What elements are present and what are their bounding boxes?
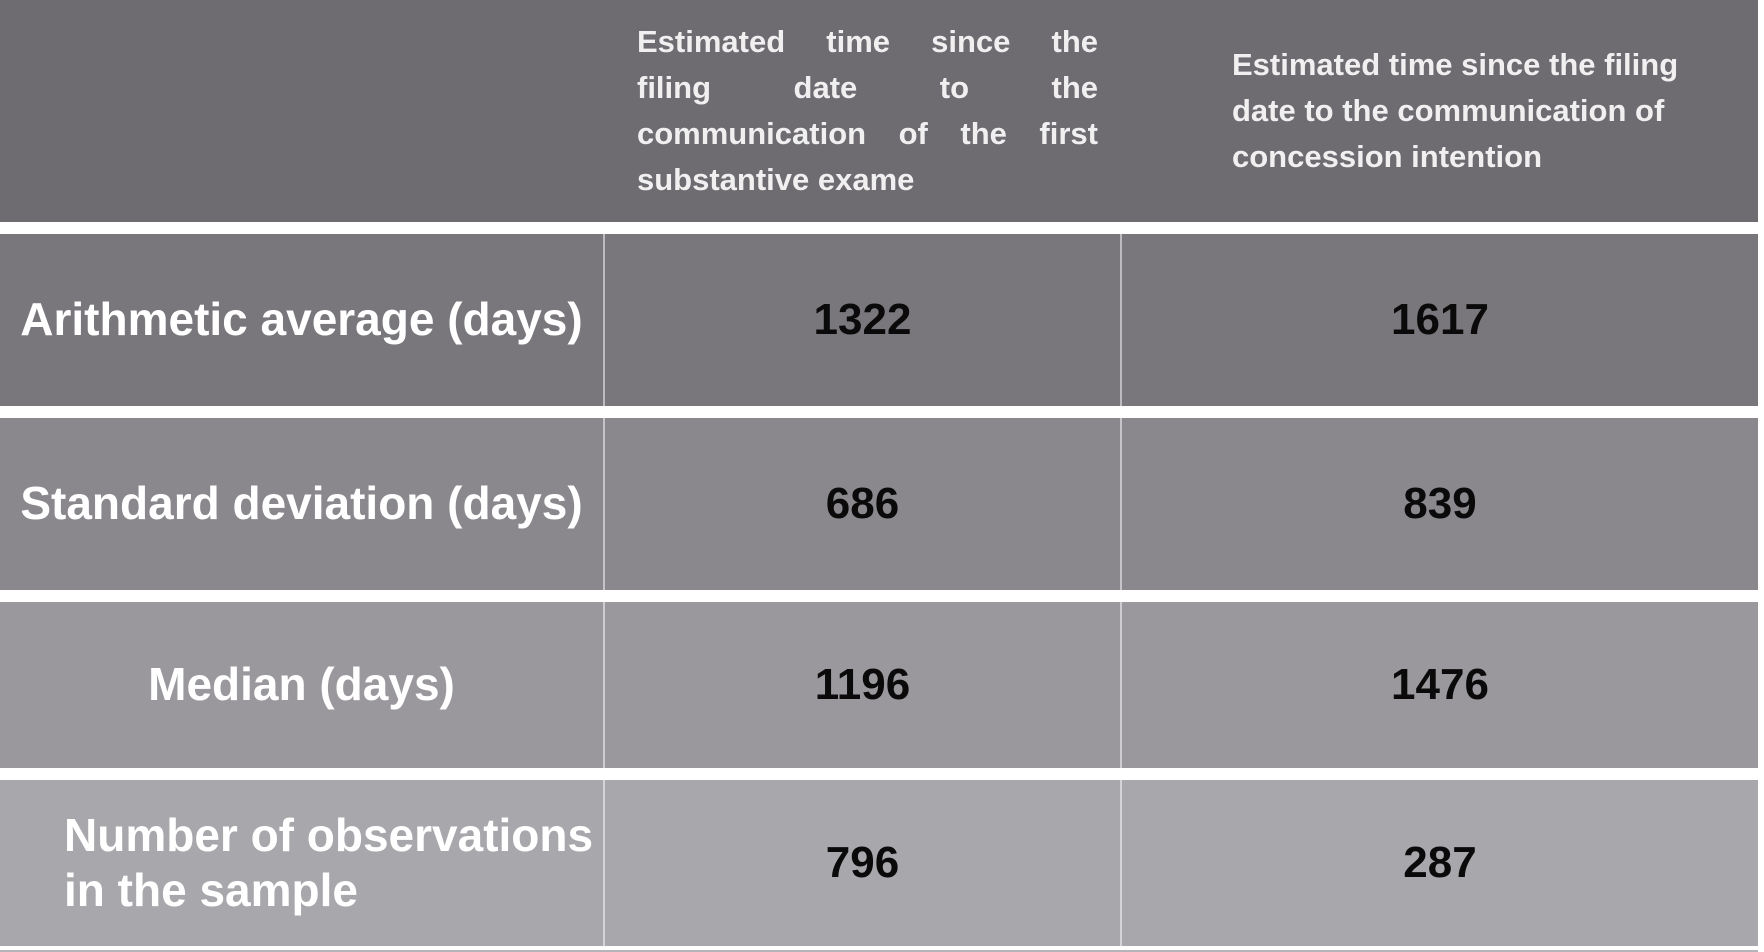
table-row-arithmetic-average: Arithmetic average (days) 1322 1617	[0, 234, 1758, 406]
row-label: Number of observations in the sample	[64, 808, 593, 918]
value-concession-intention: 1617	[1391, 295, 1489, 344]
value-first-substantive-exam: 796	[825, 838, 900, 887]
row-label: Arithmetic average (days)	[20, 293, 583, 346]
value-cell: 1196	[603, 602, 1120, 768]
header-cell-first-substantive-exam: Estimated time since the filing date to …	[603, 0, 1120, 222]
partial-row-sliver	[0, 950, 1758, 952]
value-cell: 796	[603, 780, 1120, 946]
header-empty-cell	[0, 0, 603, 222]
header-line: substantive exame	[637, 162, 915, 197]
row-label: Standard deviation (days)	[20, 477, 583, 530]
value-first-substantive-exam: 1322	[813, 295, 912, 344]
value-cell: 1322	[603, 234, 1120, 406]
value-cell: 839	[1120, 418, 1758, 590]
row-label-cell: Arithmetic average (days)	[0, 234, 603, 406]
table-row-median: Median (days) 1196 1476	[0, 602, 1758, 768]
table-row-standard-deviation: Standard deviation (days) 686 839	[0, 418, 1758, 590]
row-label-cell: Number of observations in the sample	[0, 780, 603, 946]
row-label: Median (days)	[148, 658, 455, 711]
row-label-cell: Median (days)	[0, 602, 603, 768]
value-first-substantive-exam: 686	[825, 479, 900, 528]
header-cell-concession-intention: Estimated time since the filing date to …	[1120, 0, 1758, 222]
header-line: Estimated time since the filing	[1232, 47, 1679, 82]
table-header-row: Estimated time since the filing date to …	[0, 0, 1758, 222]
value-cell: 686	[603, 418, 1120, 590]
table-row-number-of-observations: Number of observations in the sample 796…	[0, 780, 1758, 946]
header-line: concession intention	[1232, 139, 1543, 174]
header-line: date to the communication of	[1232, 93, 1665, 128]
header-text-concession-intention: Estimated time since the filing date to …	[1232, 42, 1737, 180]
value-concession-intention: 287	[1403, 838, 1477, 887]
value-cell: 1476	[1120, 602, 1758, 768]
row-label-line: Number of observations	[64, 808, 594, 861]
row-label-line: in the sample	[64, 864, 358, 916]
value-cell: 1617	[1120, 234, 1758, 406]
header-line: communication of the first	[637, 116, 1098, 151]
value-first-substantive-exam: 1196	[814, 660, 911, 709]
header-line: filing date to the	[637, 70, 1098, 105]
value-cell: 287	[1120, 780, 1758, 946]
header-text-first-substantive-exam: Estimated time since the filing date to …	[637, 19, 1098, 203]
value-concession-intention: 1476	[1391, 660, 1489, 709]
row-label-cell: Standard deviation (days)	[0, 418, 603, 590]
value-concession-intention: 839	[1403, 479, 1477, 528]
header-line: Estimated time since the	[637, 24, 1098, 59]
